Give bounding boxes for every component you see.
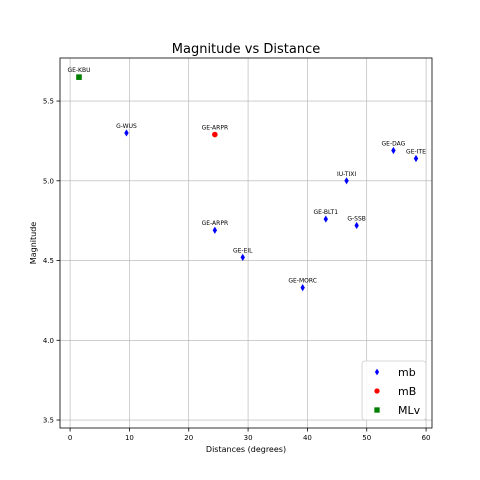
data-points: G-WUS GE-ARPR GE-EIL GE-MORC GE-BLT1 IU-TIXI G… — [67, 67, 426, 292]
point-label: GE-BLT1 — [314, 209, 339, 216]
point-label: G-SSB — [347, 215, 366, 222]
legend-marker-mb — [374, 368, 380, 376]
y-tick-label: 4.0 — [43, 337, 54, 345]
y-tick-label: 3.5 — [43, 417, 54, 425]
y-axis-label: Magnitude — [29, 222, 38, 264]
legend-box — [361, 360, 427, 421]
point-label: GE-DAG — [382, 141, 406, 148]
x-tick-label: 30 — [244, 434, 253, 442]
point-label: GE-MORC — [288, 278, 317, 285]
data-point-mb — [413, 154, 419, 163]
legend-label-mB: mB — [398, 385, 416, 398]
y-tick-label: 5.5 — [43, 98, 54, 106]
point-label: GE-ARPR — [202, 220, 229, 227]
point-label: GE-ITE — [406, 148, 426, 155]
legend-marker-MLv — [374, 407, 380, 413]
x-tick-label: 0 — [68, 434, 72, 442]
x-tick-label: 60 — [422, 434, 431, 442]
data-point-mb — [391, 146, 396, 155]
data-point-mb — [354, 221, 359, 230]
legend: mb mB MLv — [361, 360, 427, 421]
x-axis-label: Distances (degrees) — [206, 445, 286, 454]
data-point-mb — [124, 129, 129, 137]
legend-marker-mB — [374, 388, 380, 394]
data-point-MLv — [76, 74, 82, 80]
data-point-mb — [300, 284, 305, 292]
legend-label-mb: mb — [398, 366, 416, 379]
point-label: GE-ARPR — [202, 125, 229, 132]
grid — [60, 58, 432, 428]
data-point-mb — [344, 177, 349, 185]
axis-ticks: 0 10 20 30 40 50 60 3.5 4.0 4.5 5.0 5.5 — [43, 98, 431, 442]
x-tick-label: 50 — [362, 434, 371, 442]
point-label: G-WUS — [116, 123, 137, 130]
point-label: GE-EIL — [233, 247, 253, 254]
legend-label-MLv: MLv — [398, 404, 421, 417]
data-point-mB — [212, 131, 218, 138]
data-point-mb — [212, 226, 218, 234]
data-point-mb — [240, 253, 245, 261]
chart-title: Magnitude vs Distance — [172, 42, 320, 57]
y-tick-label: 4.5 — [43, 257, 54, 265]
data-point-mb — [323, 215, 328, 223]
plot-frame — [59, 57, 433, 429]
point-label: GE-KBU — [67, 67, 90, 74]
y-tick-label: 5.0 — [43, 177, 54, 185]
x-tick-label: 40 — [303, 434, 312, 442]
x-tick-label: 10 — [125, 434, 134, 442]
point-label: IU-TIXI — [337, 171, 356, 178]
x-tick-label: 20 — [184, 434, 193, 442]
